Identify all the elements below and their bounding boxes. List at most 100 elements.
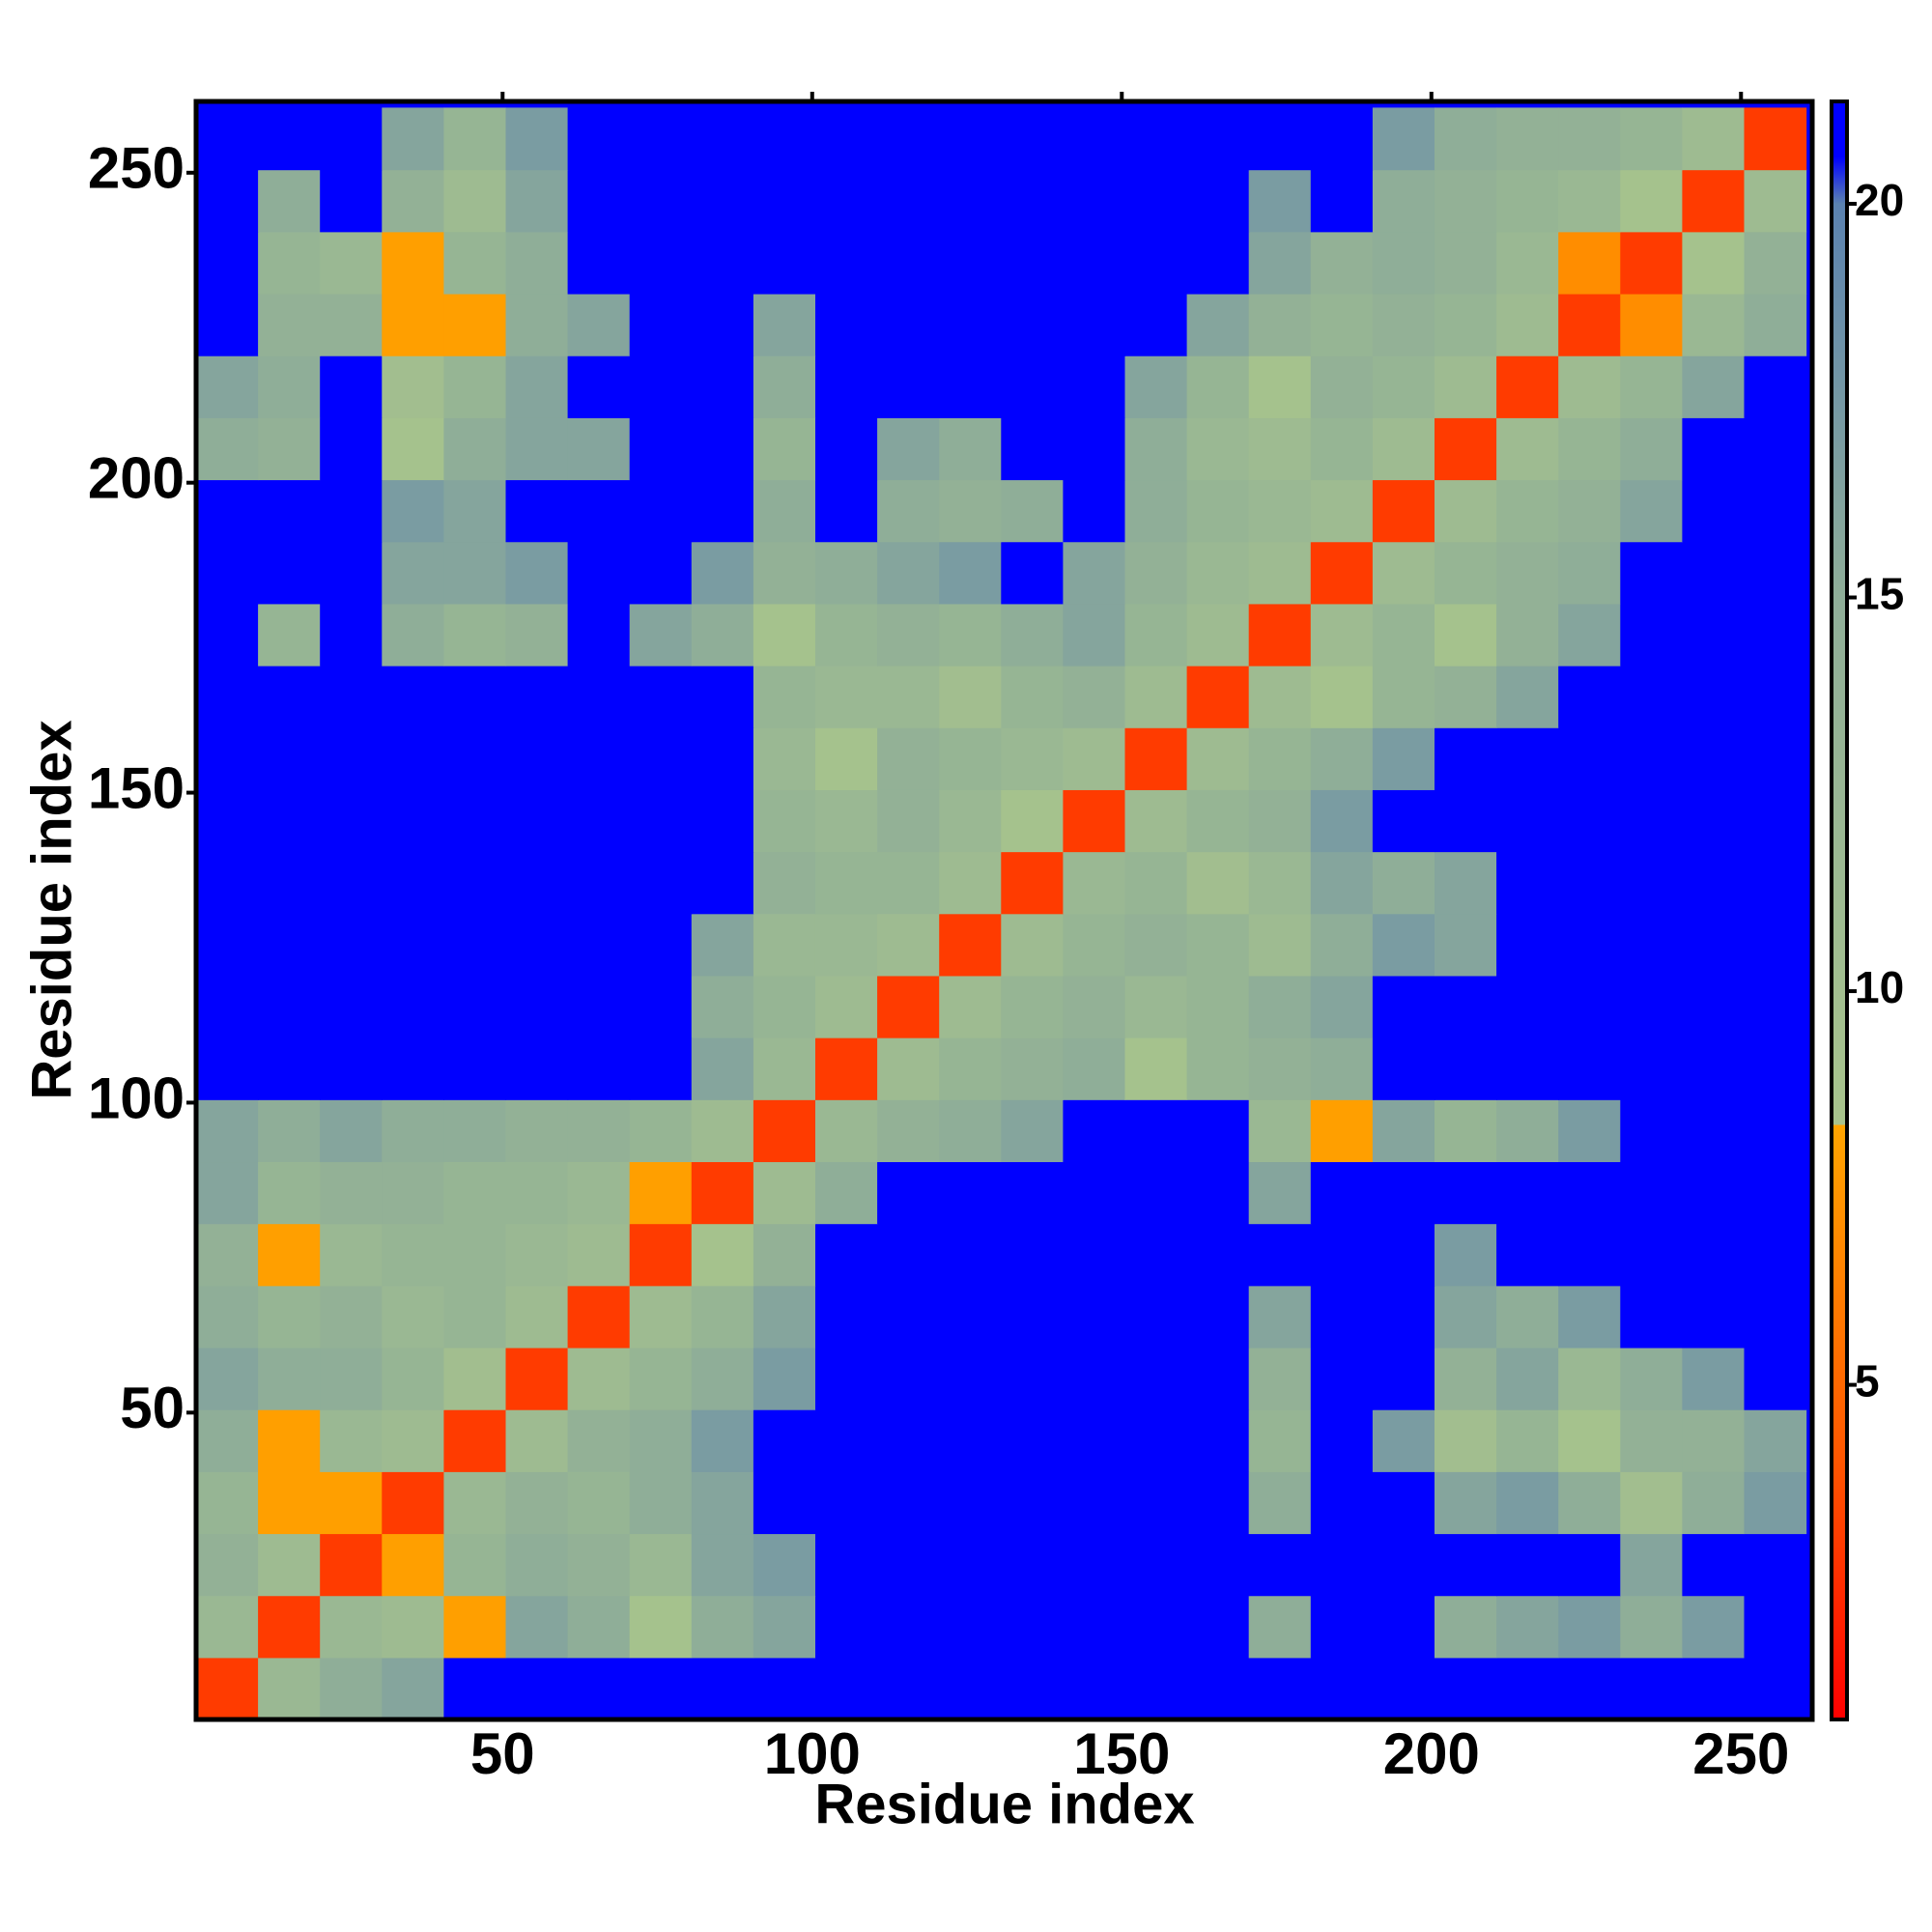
heatmap-cell bbox=[1558, 541, 1621, 605]
heatmap-cell bbox=[629, 1657, 693, 1720]
heatmap-cell bbox=[1496, 603, 1559, 667]
heatmap-cell bbox=[629, 913, 693, 977]
heatmap-cell bbox=[443, 1347, 507, 1410]
heatmap-cell bbox=[505, 1037, 569, 1100]
heatmap-cell bbox=[1248, 1533, 1312, 1597]
heatmap-cell bbox=[1434, 417, 1497, 481]
heatmap-cell bbox=[1001, 789, 1064, 853]
heatmap-cell bbox=[877, 479, 940, 543]
heatmap-cell bbox=[505, 1595, 569, 1659]
heatmap-cell bbox=[382, 231, 444, 295]
heatmap-cell bbox=[877, 1533, 940, 1597]
heatmap-cell bbox=[1310, 293, 1374, 356]
heatmap-cell bbox=[1620, 1099, 1683, 1163]
heatmap-cell bbox=[1124, 789, 1188, 853]
heatmap-cell bbox=[814, 851, 878, 915]
heatmap-cell bbox=[567, 666, 631, 728]
heatmap-cell bbox=[443, 107, 507, 171]
heatmap-cell bbox=[691, 603, 754, 667]
heatmap-cell bbox=[1124, 666, 1188, 728]
heatmap-cell bbox=[1744, 1037, 1807, 1100]
heatmap-cell bbox=[1248, 355, 1312, 418]
heatmap-cell bbox=[1372, 1285, 1435, 1349]
heatmap-cell bbox=[382, 293, 444, 356]
heatmap-cell bbox=[1001, 1595, 1064, 1659]
heatmap-cell bbox=[939, 603, 1002, 667]
heatmap-cell bbox=[196, 913, 259, 977]
heatmap-cell bbox=[443, 789, 507, 853]
heatmap-cell bbox=[877, 231, 940, 295]
heatmap-cell bbox=[196, 107, 259, 171]
heatmap-cell bbox=[877, 1657, 940, 1720]
heatmap-cell bbox=[505, 231, 569, 295]
heatmap-cell bbox=[814, 1347, 878, 1410]
heatmap-cell bbox=[1063, 169, 1126, 233]
heatmap-cell bbox=[1682, 913, 1746, 977]
heatmap-cell bbox=[1744, 851, 1807, 915]
heatmap-cell bbox=[753, 417, 816, 481]
heatmap-cell bbox=[939, 975, 1002, 1038]
heatmap-cell bbox=[258, 1533, 321, 1597]
heatmap-cell bbox=[1434, 1471, 1497, 1535]
heatmap-cell bbox=[1186, 1099, 1250, 1163]
heatmap-cell bbox=[1682, 293, 1746, 356]
heatmap-cell bbox=[443, 1037, 507, 1100]
heatmap-cell bbox=[1001, 975, 1064, 1038]
heatmap-cell bbox=[1310, 1347, 1374, 1410]
heatmap-cell bbox=[567, 479, 631, 543]
heatmap-cell bbox=[939, 1409, 1002, 1472]
heatmap-cell bbox=[382, 975, 444, 1038]
heatmap-cell bbox=[753, 1409, 816, 1472]
heatmap-cell bbox=[1744, 169, 1807, 233]
heatmap-cell bbox=[1620, 1161, 1683, 1225]
heatmap-cell bbox=[1620, 1533, 1683, 1597]
heatmap-cell bbox=[1434, 913, 1497, 977]
heatmap-cell bbox=[1186, 541, 1250, 605]
heatmap-cell bbox=[629, 1285, 693, 1349]
heatmap-cell bbox=[1620, 169, 1683, 233]
heatmap-cell bbox=[1744, 603, 1807, 667]
heatmap-cell bbox=[1682, 479, 1746, 543]
colorbar-tick-label: 15 bbox=[1855, 569, 1904, 619]
heatmap-cell bbox=[629, 1595, 693, 1659]
heatmap-cell bbox=[753, 479, 816, 543]
heatmap-cell bbox=[1558, 169, 1621, 233]
heatmap-cell bbox=[1372, 293, 1435, 356]
heatmap-cell bbox=[1620, 479, 1683, 543]
heatmap-cell bbox=[320, 1161, 383, 1225]
heatmap-cell bbox=[1434, 1161, 1497, 1225]
heatmap-cell bbox=[443, 913, 507, 977]
heatmap-cell bbox=[1063, 293, 1126, 356]
heatmap-cell bbox=[320, 541, 383, 605]
heatmap-cell bbox=[1620, 1037, 1683, 1100]
heatmap-cell bbox=[814, 355, 878, 418]
heatmap-cell bbox=[1744, 355, 1807, 418]
heatmap-cell bbox=[258, 1223, 321, 1287]
heatmap-cell bbox=[1434, 107, 1497, 171]
heatmap-cell bbox=[629, 1099, 693, 1163]
heatmap-cell bbox=[877, 1471, 940, 1535]
heatmap-cell bbox=[629, 603, 693, 667]
heatmap-cell bbox=[753, 975, 816, 1038]
heatmap-cell bbox=[1063, 1285, 1126, 1349]
heatmap-cell bbox=[629, 417, 693, 481]
heatmap-cell bbox=[258, 913, 321, 977]
heatmap-cell bbox=[505, 293, 569, 356]
heatmap-cell bbox=[1372, 479, 1435, 543]
heatmap-cell bbox=[1496, 293, 1559, 356]
heatmap-cell bbox=[1124, 603, 1188, 667]
heatmap-cell bbox=[1496, 1595, 1559, 1659]
heatmap-cell bbox=[443, 1657, 507, 1720]
heatmap-cell bbox=[258, 975, 321, 1038]
heatmap-cell bbox=[1682, 975, 1746, 1038]
heatmap-cell bbox=[1372, 851, 1435, 915]
heatmap-cell bbox=[1063, 1099, 1126, 1163]
heatmap-cell bbox=[1001, 1657, 1064, 1720]
heatmap-cell bbox=[1186, 1595, 1250, 1659]
heatmap-cell bbox=[753, 1285, 816, 1349]
heatmap-cell bbox=[939, 1037, 1002, 1100]
heatmap-cell bbox=[1744, 1595, 1807, 1659]
heatmap-cell bbox=[1124, 1161, 1188, 1225]
heatmap-cell bbox=[1620, 355, 1683, 418]
